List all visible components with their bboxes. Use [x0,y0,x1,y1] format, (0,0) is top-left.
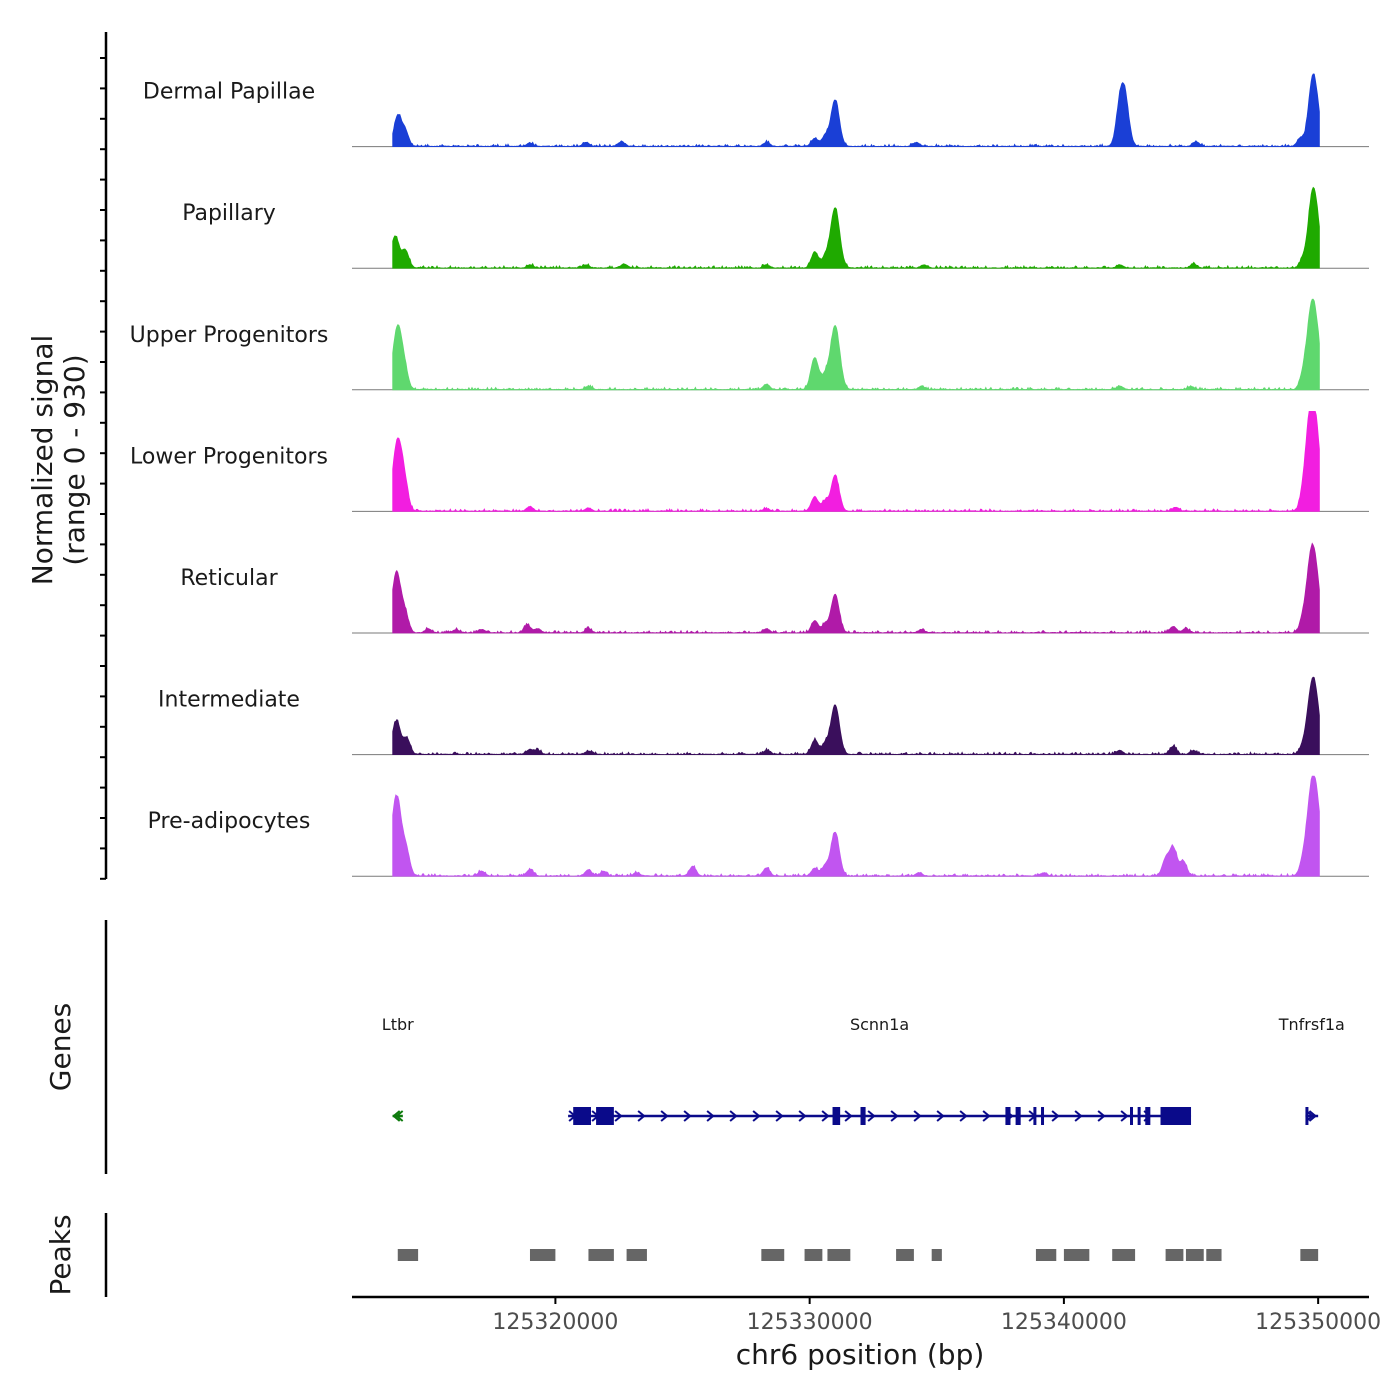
exon [573,1107,591,1125]
genes-track: Ltbr Scnn1a Tnfrsf1a [382,1015,1345,1125]
genes-track-title: Genes [44,1003,77,1091]
peak-region [1035,1249,1057,1261]
signal-area [392,186,1320,269]
signal-area [392,775,1320,877]
track-upper-progenitors: Upper Progenitors [130,298,1369,391]
strand-chevron [844,1110,853,1122]
strand-chevron [821,1110,830,1122]
strand-chevron [729,1110,738,1122]
peak-region [1185,1249,1204,1261]
strand-chevron [936,1110,945,1122]
signal-area [392,542,1320,634]
strand-chevron [637,1110,646,1122]
track-label: Reticular [180,566,278,591]
strand-chevron [1074,1110,1083,1122]
peak-region [931,1249,942,1261]
x-axis-title: chr6 position (bp) [736,1338,985,1371]
peak-region [827,1249,851,1261]
peaks-track [397,1249,1319,1261]
track-label: Dermal Papillae [143,80,315,105]
gene-tnfrsf1a: Tnfrsf1a [1278,1015,1345,1125]
x-tick-label: 125320000 [492,1310,618,1335]
track-reticular: Reticular [180,542,1369,634]
exon [596,1107,614,1125]
track-papillary: Papillary [182,186,1369,269]
track-label: Intermediate [158,688,300,713]
peak-region [761,1249,785,1261]
strand-chevron [706,1110,715,1122]
strand-chevron [867,1110,876,1122]
strand-chevron [775,1110,784,1122]
peak-region [529,1249,556,1261]
signal-area [392,676,1320,756]
exon [860,1107,866,1125]
track-label: Lower Progenitors [130,444,328,469]
peak-region [1206,1249,1222,1261]
strand-chevron [1308,1110,1318,1122]
exon [832,1107,841,1125]
signal-area [392,73,1320,148]
strand-chevron [1120,1110,1129,1122]
track-label: Papillary [182,201,276,226]
peaks-track-title: Peaks [44,1214,77,1295]
gene-label: Ltbr [382,1015,414,1034]
signal-area [392,298,1320,391]
strand-chevron [614,1110,623,1122]
strand-chevron [798,1110,807,1122]
strand-chevron [392,1110,401,1122]
exon [1130,1107,1134,1125]
peak-region [1112,1249,1136,1261]
exon [1033,1107,1037,1125]
track-label: Upper Progenitors [130,323,329,348]
strand-chevron [890,1110,899,1122]
peak-region [1165,1249,1184,1261]
exon [1137,1107,1141,1125]
strand-chevron [660,1110,669,1122]
gene-scnn1a: Scnn1a [568,1015,1192,1125]
gene-label: Tnfrsf1a [1278,1015,1345,1034]
strand-chevron [752,1110,761,1122]
track-intermediate: Intermediate [158,676,1369,756]
track-label: Pre-adipocytes [148,809,311,834]
exon [1145,1107,1151,1125]
track-pre-adipocytes: Pre-adipocytes [148,775,1369,877]
y-axis-title-line2: (range 0 - 930) [58,354,91,565]
strand-chevron [395,1110,404,1122]
x-tick-label: 125330000 [747,1310,873,1335]
strand-chevron [982,1110,991,1122]
gene-label: Scnn1a [850,1015,909,1034]
strand-chevron [1051,1110,1060,1122]
peak-region [804,1249,823,1261]
strand-chevron [1305,1110,1315,1122]
peak-region [588,1249,614,1261]
exon [1160,1107,1192,1125]
exon [1015,1107,1021,1125]
strand-chevron [913,1110,922,1122]
signal-tracks: Dermal Papillae Papillary Upper Progenitor… [130,73,1369,877]
gene-ltbr: Ltbr [382,1015,414,1122]
x-tick-label: 125350000 [1255,1310,1381,1335]
exon [1005,1107,1011,1125]
peak-region [626,1249,647,1261]
exon [1041,1107,1045,1125]
signal-axis [100,32,108,880]
y-axis-title-line1: Normalized signal [26,335,59,586]
peak-region [896,1249,914,1261]
strand-chevron [683,1110,692,1122]
track-lower-progenitors: Lower Progenitors [130,411,1369,513]
x-axis-ticks: 125320000 125330000 125340000 125350000 [492,1297,1381,1335]
strand-chevron [1097,1110,1106,1122]
track-dermal-papillae: Dermal Papillae [143,73,1369,148]
signal-area [392,411,1320,513]
peak-region [397,1249,419,1261]
peak-region [1300,1249,1319,1261]
peak-region [1063,1249,1090,1261]
exon [1305,1107,1309,1125]
strand-chevron [959,1110,968,1122]
x-tick-label: 125340000 [1001,1310,1127,1335]
